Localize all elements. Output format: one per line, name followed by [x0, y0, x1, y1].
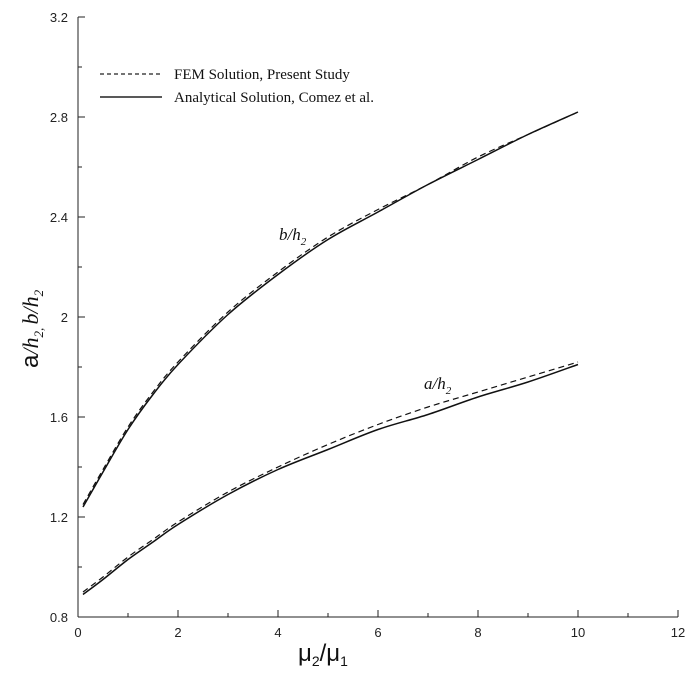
x-tick-label: 8 [474, 625, 481, 640]
annotation-a-h2-main: a/h [424, 374, 446, 393]
svg-text:a/h2, b/h2: a/h2, b/h2 [17, 289, 46, 368]
series-line-a-h2-solid [82, 363, 579, 596]
y-label-sub2: 2 [31, 289, 46, 296]
annotation-b-h2: b/h2 [279, 225, 307, 248]
y-tick-label: 2 [61, 310, 68, 325]
annotation-b-h2-main: b/h [279, 225, 301, 244]
y-tick-label: 3.2 [50, 10, 68, 25]
x-tick-label: 12 [671, 625, 685, 640]
y-axis-label: a/h2, b/h2 [17, 289, 46, 368]
x-tick-label: 0 [74, 625, 81, 640]
y-tick-label: 1.6 [50, 410, 68, 425]
x-label-slash: / [320, 640, 327, 667]
svg-text:b/h2: b/h2 [279, 225, 307, 248]
svg-text:a/h2: a/h2 [424, 374, 452, 397]
y-tick-label: 1.2 [50, 510, 68, 525]
x-label-mu1: μ [326, 640, 340, 667]
x-tick-label: 2 [174, 625, 181, 640]
series-line-b-h2-solid [82, 111, 579, 508]
y-tick-label: 0.8 [50, 610, 68, 625]
x-label-sub2: 2 [312, 653, 320, 669]
series-line-b-h2-dashed [82, 111, 579, 505]
y-label-sub1: 2 [31, 331, 46, 338]
annotation-b-h2-sub: 2 [301, 236, 307, 248]
x-label-mu2: μ [298, 640, 312, 667]
x-label-sub1: 1 [340, 653, 348, 669]
y-label-b: b [18, 314, 43, 325]
legend-label-fem: FEM Solution, Present Study [174, 67, 350, 83]
x-tick-label: 4 [274, 625, 281, 640]
y-label-h1: /h [18, 338, 43, 357]
x-axis-label: μ2/μ1 [298, 640, 348, 669]
legend: FEM Solution, Present Study Analytical S… [100, 67, 374, 106]
x-tick-label: 6 [374, 625, 381, 640]
y-axis-ticks: 0.8 1.2 1.6 2 2.4 2.8 3.2 [50, 10, 85, 625]
y-label-sep: , [31, 325, 46, 332]
annotation-a-h2: a/h2 [424, 374, 452, 397]
y-tick-label: 2.4 [50, 210, 68, 225]
series-layer [82, 111, 579, 596]
svg-text:μ2/μ1: μ2/μ1 [298, 640, 348, 669]
y-tick-label: 2.8 [50, 110, 68, 125]
series-line-a-h2-dashed [82, 361, 579, 593]
plot-frame [77, 17, 678, 618]
x-axis-ticks: 0 2 4 6 8 10 12 [74, 610, 685, 640]
legend-label-analytical: Analytical Solution, Comez et al. [174, 90, 374, 106]
y-label-h2: /h [18, 296, 43, 315]
x-tick-label: 10 [571, 625, 585, 640]
y-label-a: a [17, 354, 44, 368]
annotation-a-h2-sub: 2 [446, 385, 452, 397]
